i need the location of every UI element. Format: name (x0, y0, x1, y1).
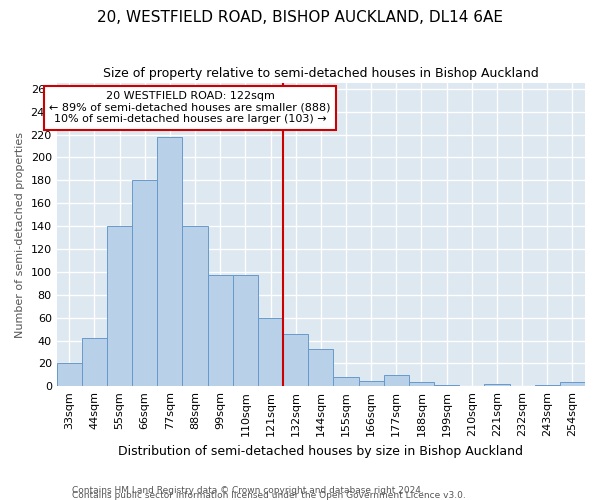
Bar (233, 276, 258, 386)
Bar (484, 384, 509, 386)
Bar (56, 364, 82, 386)
Text: Contains HM Land Registry data © Crown copyright and database right 2024.: Contains HM Land Registry data © Crown c… (72, 486, 424, 495)
Text: 20 WESTFIELD ROAD: 122sqm
← 89% of semi-detached houses are smaller (888)
10% of: 20 WESTFIELD ROAD: 122sqm ← 89% of semi-… (49, 91, 331, 124)
Bar (560, 382, 585, 386)
Bar (82, 338, 107, 386)
Bar (132, 180, 157, 386)
Bar (157, 137, 182, 386)
Bar (107, 226, 132, 386)
X-axis label: Distribution of semi-detached houses by size in Bishop Auckland: Distribution of semi-detached houses by … (118, 444, 523, 458)
Bar (308, 348, 334, 387)
Bar (283, 334, 308, 386)
Bar (409, 382, 434, 386)
Text: 20, WESTFIELD ROAD, BISHOP AUCKLAND, DL14 6AE: 20, WESTFIELD ROAD, BISHOP AUCKLAND, DL1… (97, 10, 503, 25)
Bar (384, 375, 409, 386)
Bar (359, 380, 384, 386)
Bar (182, 226, 208, 386)
Bar (535, 385, 560, 386)
Bar (258, 318, 283, 386)
Bar (208, 276, 233, 386)
Bar (334, 377, 359, 386)
Text: Contains public sector information licensed under the Open Government Licence v3: Contains public sector information licen… (72, 491, 466, 500)
Y-axis label: Number of semi-detached properties: Number of semi-detached properties (15, 132, 25, 338)
Bar (434, 385, 459, 386)
Title: Size of property relative to semi-detached houses in Bishop Auckland: Size of property relative to semi-detach… (103, 68, 539, 80)
